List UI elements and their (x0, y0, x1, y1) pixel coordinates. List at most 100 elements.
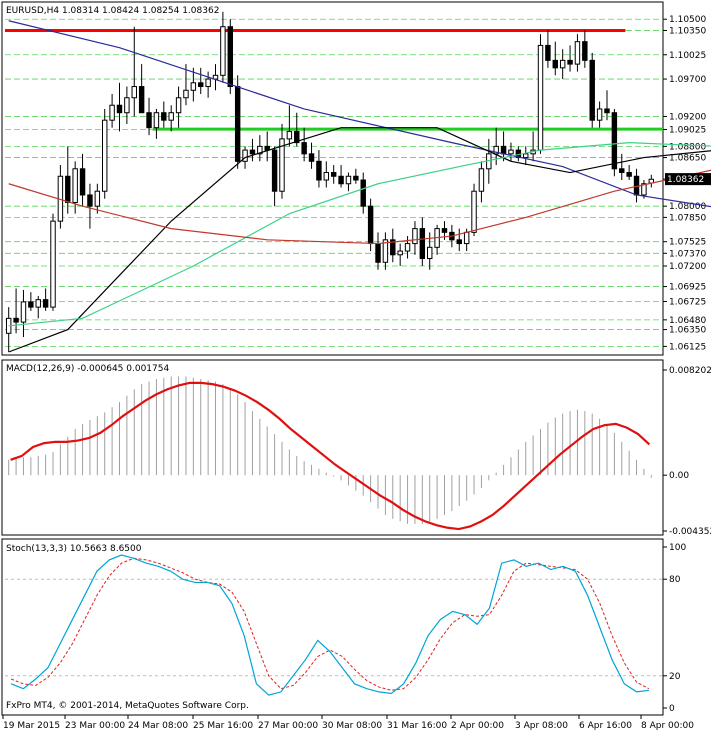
price-axis-label: 1.08650 (669, 154, 706, 164)
candle-body (390, 239, 396, 256)
candle-body (316, 160, 322, 181)
candle-body (20, 301, 27, 323)
candle-body (508, 149, 514, 155)
price-axis-label: 1.06925 (669, 283, 706, 293)
candle-body (463, 231, 470, 245)
candle-body (79, 168, 86, 196)
candle-body (478, 168, 485, 192)
candle-body (419, 228, 426, 260)
price-axis-label: 1.09200 (669, 112, 706, 122)
candle-body (330, 172, 337, 177)
candle-body (65, 175, 71, 203)
candle-body (596, 108, 603, 121)
candle-body (360, 179, 366, 207)
candle-body (109, 104, 115, 121)
macd-axis: 0.008202 0.00 -0.004352 (663, 366, 711, 537)
candle-body (242, 149, 248, 162)
candle-body (42, 299, 49, 308)
candle-body (619, 168, 625, 174)
price-axis-label: 1.07525 (669, 238, 706, 248)
candle-body (323, 172, 330, 181)
candle-body (338, 175, 344, 185)
time-axis-label: 8 Apr 00:00 (641, 721, 694, 731)
moving-average-line (8, 142, 711, 327)
candle-body (35, 299, 41, 308)
candle-body (523, 153, 529, 159)
candle-body (456, 239, 462, 245)
candle-body (493, 145, 499, 155)
candle-body (94, 190, 101, 207)
stoch-panel-header: Stoch(13,3,3) 10.5663 8.6500 (6, 544, 142, 554)
candle-body (146, 112, 152, 129)
time-axis-label: 23 Mar 00:00 (65, 721, 125, 731)
candle-body (116, 104, 123, 114)
candle-body (286, 130, 293, 140)
time-axis-label: 6 Apr 16:00 (579, 721, 632, 731)
candle-body (345, 175, 352, 185)
candle-body (257, 145, 263, 155)
copyright-footer: FxPro MT4, © 2001-2014, MetaQuotes Softw… (6, 701, 249, 711)
macd-panel-header: MACD(12,26,9) -0.000645 0.001754 (6, 364, 169, 374)
candle-body (102, 119, 108, 192)
price-axis-label: 1.06725 (669, 298, 706, 308)
price-axis-label: 1.09700 (669, 75, 706, 85)
stoch-plot (5, 554, 663, 696)
candle-body (582, 41, 588, 61)
candle-body (626, 172, 632, 177)
candle-body (604, 108, 610, 114)
time-axis: 19 Mar 2015 23 Mar 00:00 24 Mar 08:00 25 Ma… (2, 715, 694, 731)
price-axis-label: 1.10025 (669, 51, 706, 61)
candle-body (28, 301, 34, 308)
candle-body (301, 142, 307, 155)
candle-body (131, 86, 137, 99)
candle-body (404, 243, 411, 252)
stoch-axis-label: 0 (669, 704, 675, 714)
candle-body (367, 205, 374, 245)
candle-body (537, 44, 544, 151)
candle-body (124, 97, 130, 114)
macd-panel (1, 359, 664, 536)
candle-body (382, 239, 389, 263)
stoch-signal-line (10, 557, 650, 691)
time-axis-label: 24 Mar 08:00 (128, 721, 188, 731)
candle-body (559, 59, 566, 69)
time-axis-label: 25 Mar 16:00 (193, 721, 253, 731)
macd-plot (8, 376, 652, 531)
price-axis-label: 1.08000 (669, 202, 706, 212)
candle-body (168, 112, 174, 121)
price-axis-label: 1.07200 (669, 262, 706, 272)
candle-body (138, 86, 145, 114)
candle-body (574, 41, 581, 65)
candle-body (249, 149, 256, 155)
moving-average-line (8, 169, 711, 245)
candle-body (220, 26, 226, 76)
stoch-panel (1, 538, 664, 716)
price-axis-label: 1.07370 (669, 249, 706, 259)
candle-body (264, 145, 270, 151)
moving-average-line (8, 20, 711, 208)
candle-body (545, 44, 551, 61)
candle-body (412, 228, 418, 245)
candle-body (353, 175, 359, 181)
time-axis-label: 3 Apr 08:00 (515, 721, 568, 731)
time-axis-label: 30 Mar 08:00 (322, 721, 382, 731)
price-axis-label: 1.10350 (669, 26, 706, 36)
price-axis-label: 1.06125 (669, 342, 706, 352)
time-axis-label: 31 Mar 16:00 (387, 721, 447, 731)
time-axis-label: 27 Mar 00:00 (258, 721, 318, 731)
time-axis-label: 2 Apr 00:00 (451, 721, 504, 731)
candle-body (567, 59, 573, 65)
price-axis-label: 1.06350 (669, 326, 706, 336)
stoch-axis: 100 80 20 0 (663, 543, 686, 714)
svg-text:1.08362: 1.08362 (667, 175, 704, 185)
candle-body (227, 26, 233, 88)
price-axis-label: 1.09025 (669, 126, 706, 136)
price-panel-header: EURUSD,H4 1.08314 1.08424 1.08254 1.0836… (6, 6, 219, 16)
macd-axis-label: 0.008202 (669, 366, 711, 376)
candle-body (500, 145, 507, 155)
macd-signal-line (10, 381, 651, 531)
price-axis-label: 1.08800 (669, 142, 706, 152)
candle-body (72, 168, 78, 203)
candle-body (205, 78, 211, 88)
